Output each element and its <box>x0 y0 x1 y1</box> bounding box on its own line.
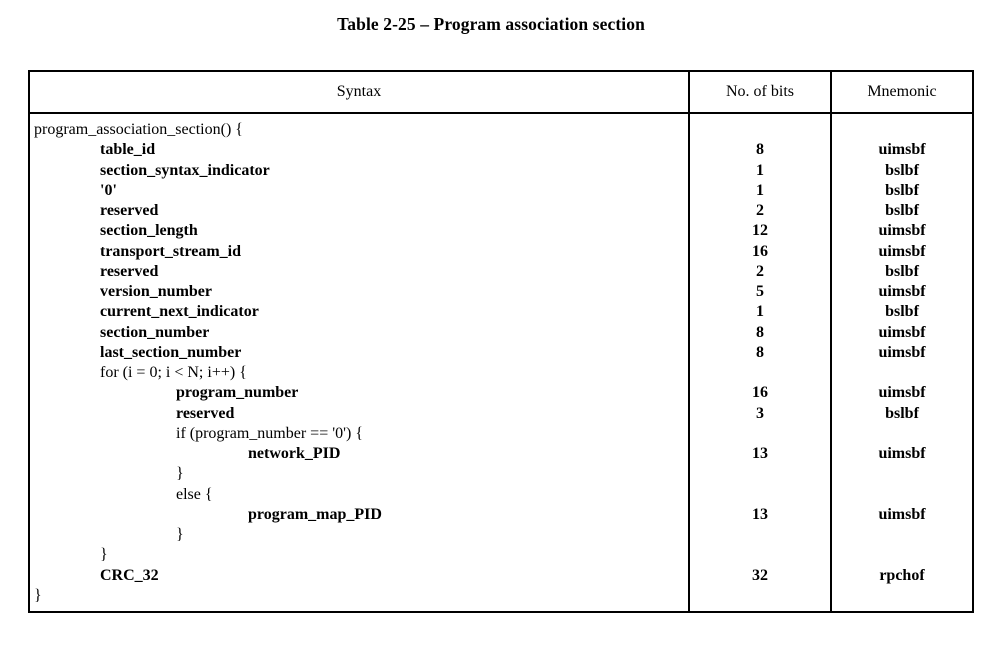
syntax-line: program_association_section() { <box>34 121 243 138</box>
mnemonic-value: bslbf <box>885 404 919 422</box>
syntax-line: '0' <box>100 181 117 199</box>
table-header-row: Syntax No. of bits Mnemonic <box>30 72 972 114</box>
mnemonic-value: uimsbf <box>878 323 926 341</box>
program-association-section-table: Syntax No. of bits Mnemonic program_asso… <box>28 70 974 613</box>
bits-value: 5 <box>756 283 764 300</box>
mnemonic-value: bslbf <box>885 262 919 280</box>
bits-value <box>690 424 830 444</box>
mnemonic-value <box>832 586 972 606</box>
syntax-line: program_map_PID <box>248 505 382 523</box>
bits-value <box>690 525 830 545</box>
bits-value <box>690 545 830 565</box>
syntax-line: section_number <box>100 323 210 341</box>
bits-value <box>690 363 830 383</box>
column-header-syntax: Syntax <box>336 83 382 100</box>
syntax-line: reserved <box>100 202 159 219</box>
mnemonic-value <box>832 363 972 383</box>
syntax-line: transport_stream_id <box>100 242 242 260</box>
syntax-line: else { <box>176 485 213 503</box>
syntax-line: section_length <box>100 222 198 240</box>
mnemonic-value: bslbf <box>885 161 919 179</box>
bits-value: 2 <box>756 262 764 280</box>
mnemonic-column: uimsbf bslbf bslbf bslbf uimsbf uimsbf bslbf ui… <box>830 114 972 611</box>
bits-value: 8 <box>756 323 764 341</box>
mnemonic-value: uimsbf <box>878 242 926 260</box>
mnemonic-value: uimsbf <box>878 505 926 523</box>
bits-value <box>690 586 830 606</box>
syntax-line: } <box>100 546 108 564</box>
mnemonic-value: uimsbf <box>878 222 926 240</box>
syntax-line: last_section_number <box>100 343 242 361</box>
syntax-line: } <box>34 586 42 604</box>
mnemonic-value: uimsbf <box>878 283 926 300</box>
syntax-line: program_number <box>176 384 299 402</box>
bits-value: 32 <box>752 566 768 584</box>
bits-value: 8 <box>756 343 764 361</box>
bits-value: 16 <box>752 242 768 260</box>
syntax-line: CRC_32 <box>100 566 159 584</box>
mnemonic-value: bslbf <box>885 202 919 219</box>
mnemonic-value: rpchof <box>879 566 925 584</box>
mnemonic-value: bslbf <box>885 303 919 321</box>
syntax-line: for (i = 0; i < N; i++) { <box>100 364 247 381</box>
mnemonic-value: bslbf <box>885 181 919 199</box>
bits-value: 1 <box>756 303 764 321</box>
syntax-line: table_id <box>100 141 156 159</box>
syntax-line: current_next_indicator <box>100 303 259 321</box>
mnemonic-value <box>832 545 972 565</box>
mnemonic-value: uimsbf <box>878 384 926 402</box>
mnemonic-value <box>832 464 972 484</box>
bits-value <box>690 120 830 140</box>
mnemonic-value: uimsbf <box>878 141 926 159</box>
mnemonic-value: uimsbf <box>878 445 926 462</box>
syntax-line: reserved <box>176 404 235 422</box>
bits-value: 8 <box>756 141 764 159</box>
bits-value <box>690 464 830 484</box>
mnemonic-value: uimsbf <box>878 343 926 361</box>
bits-column: 8 1 1 2 12 16 2 5 1 8 8 16 3 13 13 32 <box>688 114 830 611</box>
bits-value: 2 <box>756 202 764 219</box>
bits-value: 16 <box>752 384 768 402</box>
bits-value: 3 <box>756 404 764 422</box>
bits-value: 12 <box>752 222 768 240</box>
mnemonic-value <box>832 485 972 505</box>
syntax-line: } <box>176 526 184 543</box>
syntax-line: version_number <box>100 283 212 300</box>
bits-value: 1 <box>756 161 764 179</box>
syntax-line: if (program_number == '0') { <box>176 424 363 442</box>
mnemonic-value <box>832 525 972 545</box>
bits-value: 13 <box>752 505 768 523</box>
mnemonic-value <box>832 120 972 140</box>
bits-value <box>690 485 830 505</box>
column-header-no-of-bits: No. of bits <box>688 72 830 112</box>
syntax-line: reserved <box>100 262 159 280</box>
syntax-line: section_syntax_indicator <box>100 161 270 179</box>
column-header-mnemonic: Mnemonic <box>830 72 972 112</box>
bits-value: 1 <box>756 181 764 199</box>
syntax-line: } <box>176 465 184 483</box>
bits-value: 13 <box>752 445 768 462</box>
mnemonic-value <box>832 424 972 444</box>
table-caption: Table 2-25 – Program association section <box>337 14 645 34</box>
syntax-line: network_PID <box>248 445 341 462</box>
